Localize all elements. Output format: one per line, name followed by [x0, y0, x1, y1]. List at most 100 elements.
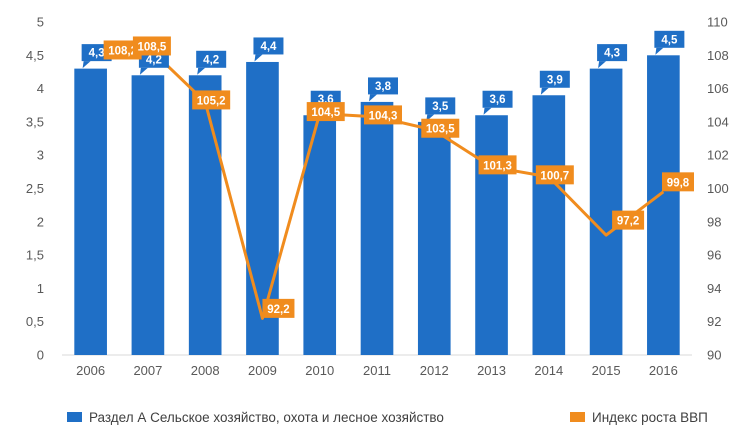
y-right-tick-label: 104: [707, 114, 729, 129]
bar-2012: [417, 121, 451, 356]
line-data-label-text: 105,2: [197, 95, 226, 107]
bar-data-label: 3,6: [482, 90, 513, 115]
bar-data-label-text: 4,5: [661, 34, 678, 46]
line-data-label: 108,5: [132, 36, 171, 56]
bar-data-label: 3,5: [425, 97, 456, 122]
legend-item-bar: Раздел А Сельское хозяйство, охота и лес…: [67, 404, 444, 430]
bar-data-label-text: 3,9: [547, 74, 563, 86]
x-tick-label: 2007: [133, 363, 162, 378]
y-right-tick-label: 108: [707, 48, 729, 63]
axes: 0 0,5 1 1,5 2 2,5 3 3,5 4 4,5 5 90 92 94 96 98 100 102 104…: [26, 15, 729, 379]
x-tick-label: 2016: [649, 363, 678, 378]
bar-2006: [74, 68, 107, 356]
bar-data-label-pointer: [483, 107, 492, 115]
bar-data-label-text: 4,3: [604, 48, 620, 60]
bar-data-label-text: 3,8: [375, 81, 392, 93]
bar-data-label-pointer: [655, 47, 664, 55]
line-data-label: 99,8: [662, 172, 694, 192]
bar-data-label-text: 4,2: [146, 54, 162, 66]
y-left-tick-label: 4: [37, 81, 44, 96]
bar-data-label: 4,4: [253, 37, 284, 62]
line-data-label-box: [192, 90, 231, 110]
x-tick-label: 2013: [477, 363, 506, 378]
bar-data-label: 4,2: [196, 50, 227, 75]
line-data-label-box: [103, 40, 142, 60]
y-left-tick-label: 0,5: [26, 314, 44, 329]
bar-2008: [188, 75, 222, 355]
bar-data-label-pointer: [598, 61, 607, 69]
line-data-label: 97,2: [612, 210, 645, 230]
line-data-label-text: 108,5: [138, 41, 167, 53]
x-tick-label: 2008: [191, 363, 220, 378]
bar-data-label: 4,5: [654, 30, 685, 55]
y-left-tick-label: 3: [37, 148, 44, 163]
line-data-label-box: [306, 102, 345, 122]
line-data-label-text: 99,8: [667, 177, 690, 189]
y-right-tick-label: 100: [707, 181, 729, 196]
line-data-label: 92,2: [262, 298, 295, 318]
bar-series: [74, 55, 680, 356]
bar-2016: [647, 55, 680, 356]
y-left-tick-label: 1,5: [26, 248, 44, 263]
line-data-label: 104,3: [364, 105, 402, 125]
bar-data-label-pointer: [369, 94, 377, 102]
legend-swatch-line: [570, 412, 585, 422]
x-tick-label: 2006: [76, 363, 105, 378]
bar-data-label-text: 4,2: [203, 54, 219, 66]
legend-item-line: Индекс роста ВВП: [570, 404, 708, 430]
bar-data-label-text: 4,3: [89, 48, 105, 60]
bar-data-label: 3,8: [368, 77, 398, 102]
line-data-label-text: 92,2: [267, 304, 289, 316]
y-left-tick-label: 0: [37, 348, 44, 363]
bar-data-label-pointer: [254, 54, 263, 62]
y-right-tick-label: 92: [707, 314, 721, 329]
bar-data-label-box: [253, 37, 284, 55]
x-tick-label: 2015: [592, 363, 621, 378]
y-left-tick-label: 2,5: [26, 181, 44, 196]
x-tick-label: 2012: [420, 363, 449, 378]
bar-data-label-box: [597, 44, 628, 62]
line-data-label: 104,5: [306, 102, 345, 122]
line-data-label: 101,3: [478, 155, 517, 175]
y-right-tick-label: 90: [707, 348, 721, 363]
y-left-tick-label: 3,5: [26, 114, 44, 129]
legend-swatch-bar: [67, 412, 82, 422]
line-data-label-box: [612, 210, 645, 230]
line-data-label-text: 101,3: [483, 160, 512, 172]
y-left-tick-label: 5: [37, 15, 44, 30]
line-data-label-box: [132, 36, 171, 56]
bar-2007: [131, 75, 165, 355]
y-left-tick-label: 1: [37, 281, 44, 296]
legend: Раздел А Сельское хозяйство, охота и лес…: [0, 404, 754, 430]
bar-data-label-pointer: [139, 67, 148, 75]
line-data-label-box: [364, 105, 402, 125]
y-right-tick-label: 94: [707, 281, 721, 296]
line-data-label-text: 97,2: [617, 216, 639, 228]
line-data-label-text: 104,3: [369, 110, 398, 122]
y-right-tick-label: 98: [707, 214, 721, 229]
bar-data-label-box: [539, 70, 570, 88]
y-right-tick-label: 110: [707, 15, 728, 30]
bar-data-label-pointer: [540, 87, 549, 95]
y-right-tick-label: 106: [707, 81, 729, 96]
y-left-tick-label: 2: [37, 214, 44, 229]
line-data-label-text: 108,2: [108, 45, 137, 57]
line-data-label: 108,2: [103, 40, 142, 60]
y-right-tick-label: 96: [707, 248, 721, 263]
legend-label-line: Индекс роста ВВП: [592, 409, 708, 425]
line-data-label-box: [662, 172, 694, 192]
bar-data-label-box: [425, 97, 456, 115]
bar-2011: [360, 101, 394, 355]
bar-data-label-text: 3,5: [432, 101, 449, 113]
bar-data-label-text: 3,6: [490, 94, 506, 106]
bar-2013: [475, 115, 508, 356]
bar-data-label-box: [196, 50, 227, 68]
x-tick-label: 2009: [248, 363, 277, 378]
bar-data-label-pointer: [197, 67, 206, 75]
x-tick-label: 2010: [305, 363, 334, 378]
line-data-label: 103,5: [421, 118, 460, 138]
bar-data-label-box: [654, 30, 685, 48]
bar-data-label-box: [368, 77, 398, 95]
